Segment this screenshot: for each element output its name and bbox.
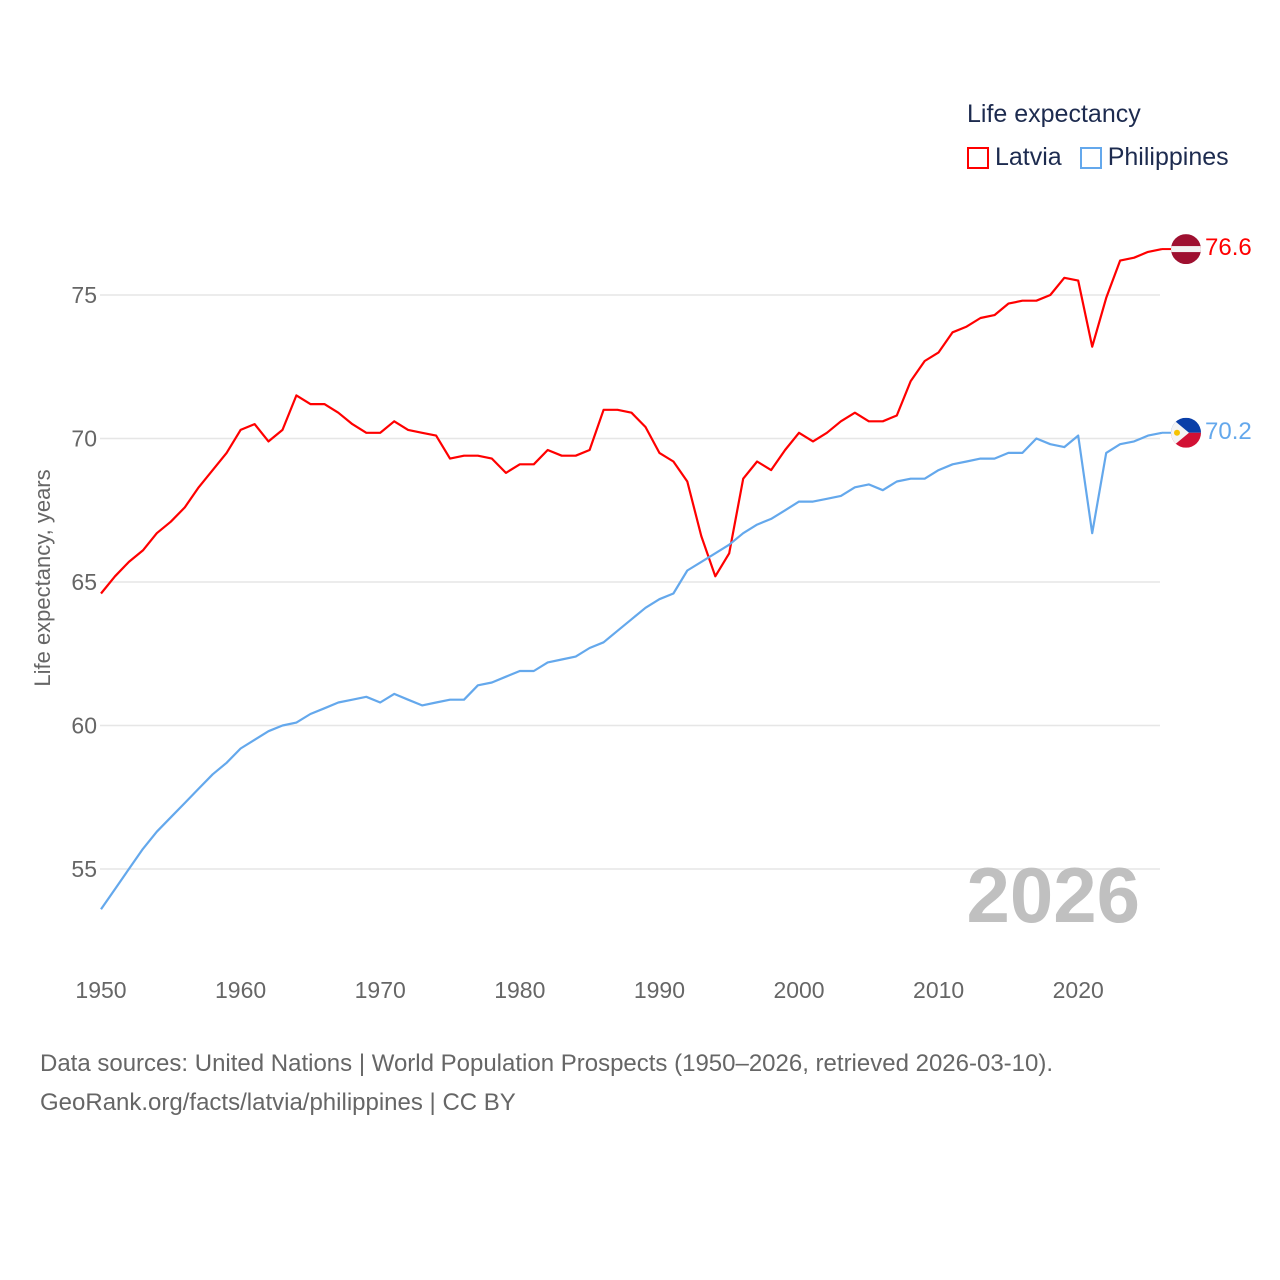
x-tick-label-2000: 2000	[773, 977, 824, 1003]
legend-item-latvia[interactable]: Latvia	[967, 143, 1062, 172]
x-tick-label-1960: 1960	[215, 977, 266, 1003]
x-tick-label-1990: 1990	[634, 977, 685, 1003]
source-line-1: Data sources: United Nations | World Pop…	[40, 1050, 1054, 1077]
source-line-2[interactable]: GeoRank.org/facts/latvia/philippines | C…	[40, 1089, 516, 1116]
legend-swatch-philippines	[1079, 146, 1102, 169]
legend-label-latvia: Latvia	[995, 143, 1062, 171]
y-tick-label-55: 55	[71, 856, 97, 882]
legend-swatch-latvia	[967, 146, 989, 169]
year-watermark: 2026	[966, 851, 1140, 939]
y-tick-label-75: 75	[71, 282, 97, 308]
legend-item-philippines[interactable]: Philippines	[1079, 143, 1229, 172]
philippines-flag-icon	[1171, 417, 1201, 448]
y-tick-label-60: 60	[71, 713, 97, 739]
legend-title: Life expectancy	[967, 100, 1141, 128]
x-tick-label-2010: 2010	[913, 977, 964, 1003]
latvia-flag-icon	[1171, 234, 1201, 265]
legend-label-philippines: Philippines	[1107, 143, 1229, 171]
series-line-latvia	[100, 248, 1163, 595]
legend: Latvia Philippines	[967, 143, 1229, 172]
y-tick-label-65: 65	[71, 569, 97, 595]
y-tick-label-70: 70	[71, 426, 97, 452]
source-note: Data sources: United Nations | World Pop…	[40, 1044, 1053, 1122]
x-tick-label-1970: 1970	[355, 977, 406, 1003]
x-tick-label-2020: 2020	[1053, 977, 1104, 1003]
x-tick-label-1950: 1950	[75, 977, 126, 1003]
x-tick-label-1980: 1980	[494, 977, 545, 1003]
y-axis-label: Life expectancy, years	[30, 469, 55, 687]
end-label-latvia: 76.6	[1205, 234, 1252, 262]
end-label-philippines: 70.2	[1205, 417, 1252, 445]
series-line-philippines	[100, 431, 1163, 910]
